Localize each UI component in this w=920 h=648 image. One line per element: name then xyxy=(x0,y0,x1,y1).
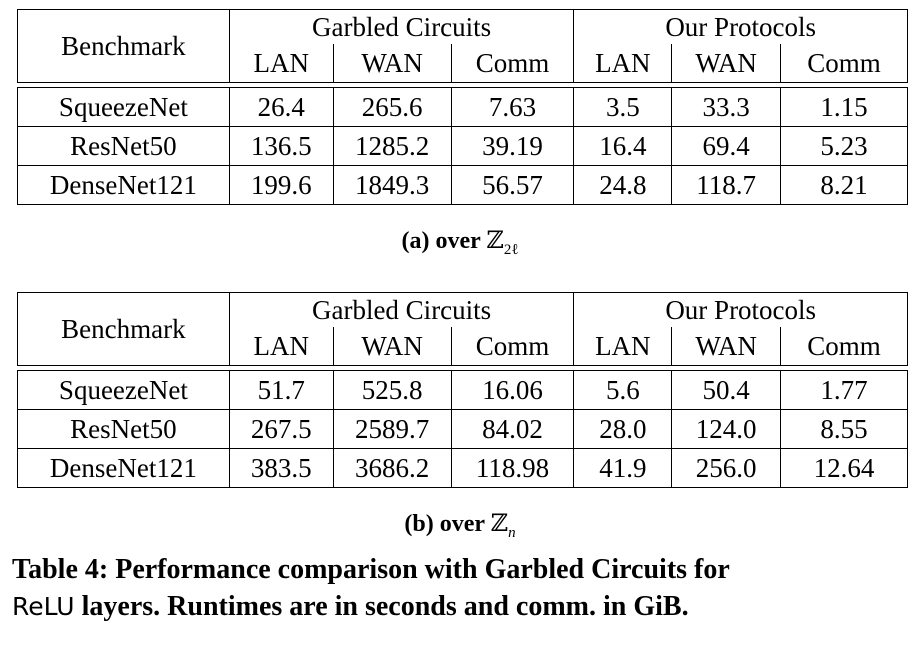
header-our-protocols: Our Protocols xyxy=(573,292,908,327)
header-comm: Comm xyxy=(780,44,908,83)
row-name: SqueezeNet xyxy=(17,87,230,127)
cell: 136.5 xyxy=(228,126,334,166)
subcaption-a-math: ℤ xyxy=(486,226,504,254)
header-benchmark: Benchmark xyxy=(17,292,230,366)
cell: 84.02 xyxy=(450,409,575,449)
caption-text-2: layers. Runtimes are in seconds and comm… xyxy=(81,591,689,622)
header-comm: Comm xyxy=(780,327,908,366)
cell: 3.5 xyxy=(573,87,673,127)
header-garbled-circuits: Garbled Circuits xyxy=(228,9,575,44)
cell: 525.8 xyxy=(332,370,452,410)
subcaption-b: (b) over ℤn xyxy=(0,509,920,542)
header-comm: Comm xyxy=(450,327,575,366)
cell: 26.4 xyxy=(228,87,334,127)
cell: 33.3 xyxy=(671,87,782,127)
subcaption-a-label: (a) over xyxy=(401,228,481,254)
caption-relu: ReLU xyxy=(12,592,75,621)
header-lan: LAN xyxy=(573,44,673,83)
row-name: ResNet50 xyxy=(17,126,230,166)
subcaption-a-subscript: 2ℓ xyxy=(503,241,519,258)
cell: 5.6 xyxy=(573,370,673,410)
header-comm: Comm xyxy=(450,44,575,83)
header-wan: WAN xyxy=(332,44,452,83)
header-wan: WAN xyxy=(671,44,782,83)
table-row: SqueezeNet 26.4 265.6 7.63 3.5 33.3 1.15 xyxy=(17,87,908,127)
table-b: Benchmark Garbled Circuits Our Protocols… xyxy=(17,292,908,488)
cell: 267.5 xyxy=(228,409,334,449)
cell: 50.4 xyxy=(671,370,782,410)
cell: 69.4 xyxy=(671,126,782,166)
cell: 118.7 xyxy=(671,165,782,205)
cell: 8.55 xyxy=(780,409,908,449)
row-name: DenseNet121 xyxy=(17,165,230,205)
cell: 39.19 xyxy=(450,126,575,166)
cell: 1285.2 xyxy=(332,126,452,166)
cell: 383.5 xyxy=(228,448,334,488)
cell: 3686.2 xyxy=(332,448,452,488)
cell: 56.57 xyxy=(450,165,575,205)
cell: 41.9 xyxy=(573,448,673,488)
subcaption-b-label: (b) over xyxy=(404,511,485,537)
row-name: SqueezeNet xyxy=(17,370,230,410)
cell: 124.0 xyxy=(671,409,782,449)
header-wan: WAN xyxy=(332,327,452,366)
table-row: SqueezeNet 51.7 525.8 16.06 5.6 50.4 1.7… xyxy=(17,370,908,410)
cell: 5.23 xyxy=(780,126,908,166)
row-name: ResNet50 xyxy=(17,409,230,449)
table-row: ResNet50 267.5 2589.7 84.02 28.0 124.0 8… xyxy=(17,409,908,449)
cell: 199.6 xyxy=(228,165,334,205)
cell: 1.15 xyxy=(780,87,908,127)
subcaption-b-math: ℤ xyxy=(490,509,509,537)
table-caption: Table 4: Performance comparison with Gar… xyxy=(12,551,912,625)
table-row: DenseNet121 383.5 3686.2 118.98 41.9 256… xyxy=(17,448,908,488)
subcaption-b-subscript: n xyxy=(508,524,516,541)
cell: 7.63 xyxy=(450,87,575,127)
table-a: Benchmark Garbled Circuits Our Protocols… xyxy=(17,9,908,205)
cell: 2589.7 xyxy=(332,409,452,449)
table-row: DenseNet121 199.6 1849.3 56.57 24.8 118.… xyxy=(17,165,908,205)
header-wan: WAN xyxy=(671,327,782,366)
subcaption-a: (a) over ℤ2ℓ xyxy=(0,226,920,259)
header-lan: LAN xyxy=(228,44,334,83)
header-garbled-circuits: Garbled Circuits xyxy=(228,292,575,327)
header-lan: LAN xyxy=(573,327,673,366)
header-benchmark: Benchmark xyxy=(17,9,230,83)
cell: 1.77 xyxy=(780,370,908,410)
cell: 12.64 xyxy=(780,448,908,488)
cell: 51.7 xyxy=(228,370,334,410)
cell: 118.98 xyxy=(450,448,575,488)
cell: 16.06 xyxy=(450,370,575,410)
cell: 1849.3 xyxy=(332,165,452,205)
cell: 28.0 xyxy=(573,409,673,449)
cell: 8.21 xyxy=(780,165,908,205)
row-name: DenseNet121 xyxy=(17,448,230,488)
caption-text-1: Table 4: Performance comparison with Gar… xyxy=(12,554,730,585)
cell: 265.6 xyxy=(332,87,452,127)
cell: 16.4 xyxy=(573,126,673,166)
cell: 256.0 xyxy=(671,448,782,488)
cell: 24.8 xyxy=(573,165,673,205)
table-row: ResNet50 136.5 1285.2 39.19 16.4 69.4 5.… xyxy=(17,126,908,166)
header-lan: LAN xyxy=(228,327,334,366)
header-our-protocols: Our Protocols xyxy=(573,9,908,44)
